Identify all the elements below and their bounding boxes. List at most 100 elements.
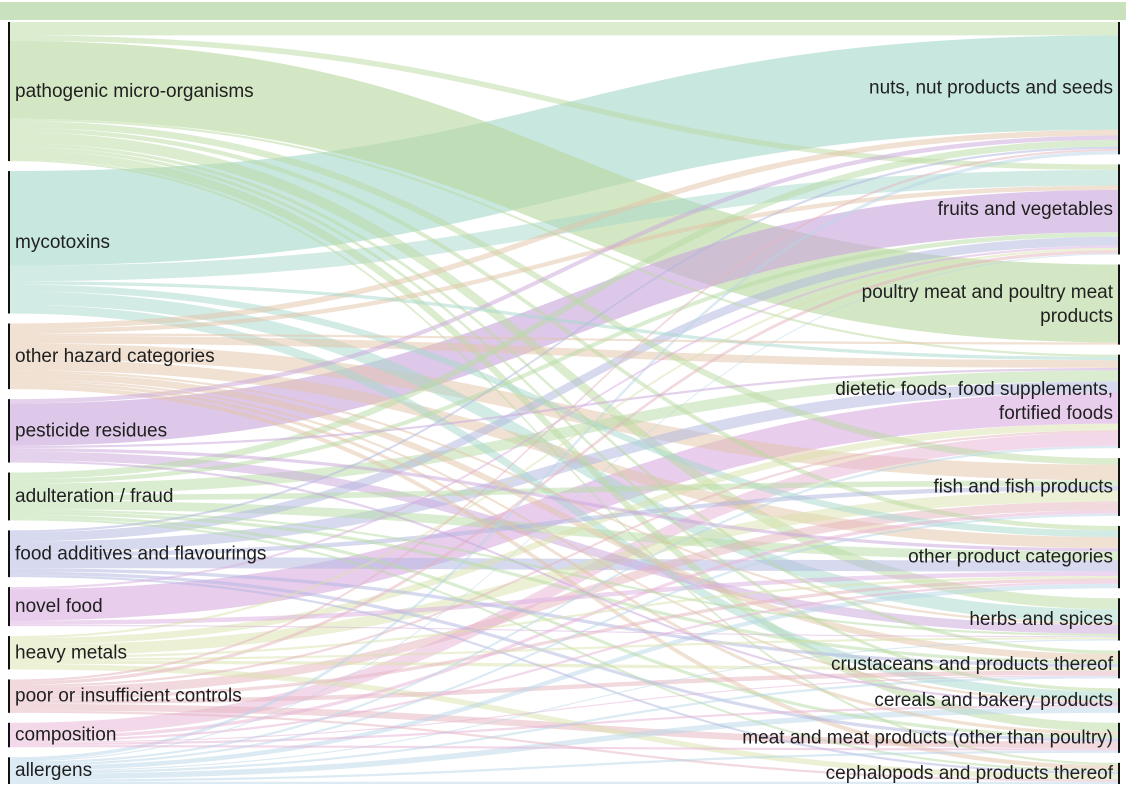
flow-hvm-to-opc [10,576,1118,659]
flow-oth-to-cep [10,384,1118,770]
flow-pmo-to-opc [10,127,1118,531]
flow-all-to-mea [10,750,1118,782]
left-node-bar-nov [8,587,10,627]
left-node-label-adu: adulteration / fraud [15,486,173,507]
flow-hvm-to-her [10,637,1118,661]
right-node-label-fru-line-0: fruits and vegetables [938,199,1113,220]
left-node-bar-com [8,722,10,748]
top-flow-strip [0,2,1126,20]
flow-all-to-cru [10,676,1118,774]
right-node-bar-die [1118,354,1120,449]
flow-pmo-to-cru [10,143,1118,654]
flow-all-to-fis [10,513,1118,767]
category-labels: pathogenic micro-organisms mycotoxins othe… [15,78,1114,784]
flow-links [10,22,1118,784]
left-node-bar-pmo [8,22,10,162]
flow-all-to-die [10,445,1118,764]
flow-adu-to-nut [10,139,1118,480]
flow-com-to-mea [10,745,1118,751]
right-node-bar-fis [1118,458,1120,516]
flow-adu-to-cru [10,511,1118,664]
flow-nov-to-fru [10,245,1118,590]
left-node-label-oth: other hazard categories [15,346,215,367]
flow-oth-to-her [10,370,1118,625]
flow-hvm-to-cep [10,663,1118,780]
flow-com-to-opc [10,581,1118,742]
right-node-label-cer-line-0: cereals and bakery products [874,690,1113,711]
right-node-bar-nut [1118,22,1120,155]
right-node-label-fis-line-0: fish and fish products [933,477,1113,498]
flow-fad-to-fru [10,236,1118,542]
right-node-bar-pou [1118,264,1120,345]
flow-fad-to-fis [10,485,1118,558]
left-node-bar-fad [8,530,10,578]
flow-oth-to-opc [10,359,1118,549]
right-node-label-pou-line-0: poultry meat and poultry meat [862,282,1114,303]
right-node-label-mea-line-0: meat and meat products (other than poult… [742,727,1113,748]
flow-pes-to-her [10,451,1118,634]
flow-all-to-fru [10,253,1118,762]
flow-pes-to-opc [10,448,1118,552]
flow-myc-to-die [10,281,1118,361]
right-node-bar-cer [1118,688,1120,713]
left-node-label-fad: food additives and flavourings [15,543,266,564]
flow-com-to-fis [10,510,1118,740]
left-node-bar-hvm [8,636,10,670]
flow-pmo-to-mea [10,149,1118,732]
flow-adu-to-opc [10,500,1118,561]
right-node-label-cep-line-0: cephalopods and products thereof [826,763,1114,784]
flow-pes-to-cer [10,460,1118,706]
flow-poc-to-cep [10,710,1118,782]
flow-myc-to-nut [10,35,1118,266]
flow-pmo-to-fru [10,35,1118,170]
flow-poc-to-nut [10,148,1118,682]
flow-adu-to-cep [10,518,1118,772]
flow-oth-to-fru [10,185,1118,334]
right-node-bar-mea [1118,722,1120,753]
left-node-bar-poc [8,679,10,713]
right-node-bar-cep [1118,762,1120,784]
right-node-label-opc-line-0: other product categories [908,547,1113,568]
right-node-bar-fru [1118,164,1120,255]
right-node-label-die-line-1: fortified foods [999,403,1113,424]
flow-com-to-cru [10,675,1118,743]
flow-nov-to-her [10,624,1118,638]
flow-pes-to-nut [10,135,1118,404]
flow-all-to-cep [10,781,1118,784]
flow-pmo-to-pou [10,40,1118,343]
flow-adu-to-die [10,370,1118,495]
flow-hvm-to-die [10,423,1118,645]
flow-oth-to-die [10,335,1118,368]
left-node-label-nov: novel food [15,596,103,617]
flow-pmo-to-die [10,118,1118,357]
flow-fad-to-cep [10,574,1118,774]
flow-hvm-to-fru [10,247,1118,639]
flow-oth-to-nut [10,129,1118,330]
flow-pes-to-die [10,367,1118,449]
category-nodes [8,22,1120,784]
right-node-label-nut-line-0: nuts, nut products and seeds [869,78,1113,99]
flow-pmo-to-her [10,132,1118,610]
flow-pmo-to-fis [10,121,1118,465]
flow-all-to-opc [10,583,1118,771]
left-node-label-pmo: pathogenic micro-organisms [15,81,254,102]
left-node-label-com: composition [15,725,116,746]
right-node-label-cru-line-0: crustaceans and products thereof [831,654,1114,675]
flow-oth-to-cru [10,372,1118,661]
flow-myc-to-opc [10,284,1118,538]
left-node-label-poc: poor or insufficient controls [15,686,242,707]
right-node-bar-opc [1118,525,1120,589]
left-node-label-hvm: heavy metals [15,642,127,663]
flow-nov-to-opc [10,571,1118,625]
flow-all-to-cer [10,707,1118,780]
flow-poc-to-die [10,430,1118,688]
left-node-label-myc: mycotoxins [15,232,110,253]
flow-adu-to-fru [10,232,1118,484]
flow-pmo-to-nut [10,22,1118,36]
right-node-bar-cru [1118,650,1120,679]
flow-fad-to-opc [10,557,1118,572]
right-node-bar-her [1118,598,1120,641]
flow-pmo-to-cep [10,158,1118,766]
right-node-label-pou-line-1: products [1040,306,1113,327]
flow-oth-to-cer [10,379,1118,703]
